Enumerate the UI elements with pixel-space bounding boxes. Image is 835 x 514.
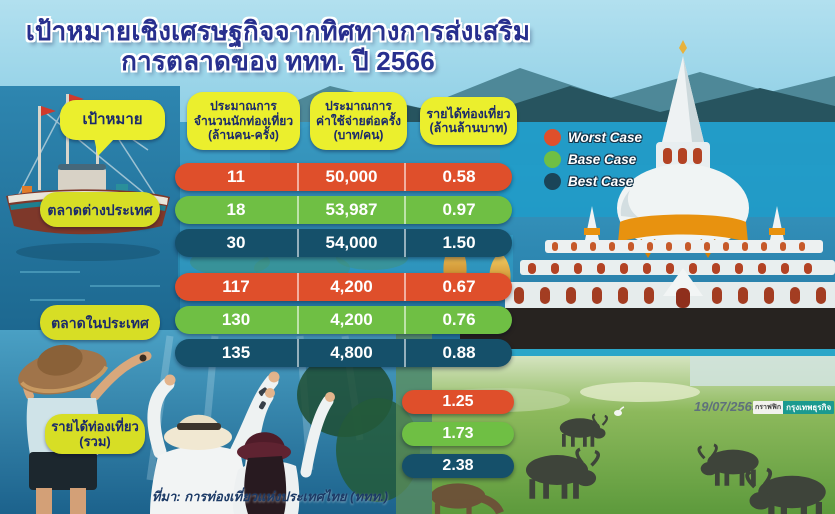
row-domestic-base: 130 4,200 0.76 [175,306,512,334]
cell-revenue: 1.73 [442,425,474,442]
legend-label: Base Case [568,151,637,167]
legend-item-worst: Worst Case [544,128,642,146]
row-international-best: 30 54,000 1.50 [175,229,512,257]
legend-swatch-base [544,150,561,168]
pill-total-base: 1.73 [402,422,514,446]
header-line: (ล้านล้านบาท) [429,121,508,135]
header-line: รายได้ท่องเที่ยว [426,106,511,121]
cell-spending: 4,800 [297,339,404,367]
header-spending-bubble: ประมาณการ ค่าใช้จ่ายต่อครั้ง (บาท/คน) [310,92,407,150]
cell-revenue: 1.50 [404,229,512,257]
cell-spending: 53,987 [297,196,404,224]
legend-swatch-worst [544,128,561,146]
temple-photo [455,40,835,357]
page-title: เป้าหมายเชิงเศรษฐกิจจากทิศทางการส่งเสริม… [0,16,556,76]
cell-revenue: 0.76 [404,306,512,334]
legend-label: Worst Case [568,129,643,145]
header-line: (บาท/คน) [333,128,384,143]
source-note: ที่มา: การท่องเที่ยวแห่งประเทศไทย (ททท.) [151,489,389,504]
header-line: จำนวนนักท่องเที่ยว [193,113,294,128]
publisher-credit: กราฟฟิก กรุงเทพธุรกิจ [753,401,835,414]
cell-revenue: 0.58 [404,163,512,191]
cell-spending: 50,000 [297,163,404,191]
cell-tourists: 117 [222,277,250,296]
row-domestic-best: 135 4,800 0.88 [175,339,512,367]
cell-revenue: 2.38 [442,457,474,474]
publish-date: 19/07/2565 [694,399,760,414]
header-tourist-count-bubble: ประมาณการ จำนวนนักท่องเที่ยว (ล้านคน-ครั… [187,92,300,150]
credit-graphic-label: กราฟฟิก [753,401,784,414]
cell-revenue: 0.67 [404,273,512,301]
pill-total-worst: 1.25 [402,390,514,414]
cell-revenue: 1.25 [442,393,474,410]
credit-brand-label: กรุงเทพธุรกิจ [783,401,835,414]
cell-tourists: 11 [227,167,245,186]
header-target-bubble: เป้าหมาย [60,100,165,156]
cell-tourists: 135 [221,343,251,362]
cell-tourists: 30 [226,233,246,252]
row-international-worst: 11 50,000 0.58 [175,163,512,191]
cell-revenue: 0.88 [404,339,512,367]
header-line: ประมาณการ [325,99,392,114]
header-line: ค่าใช้จ่ายต่อครั้ง [316,113,401,128]
legend-swatch-best [544,172,561,190]
row-domestic-worst: 117 4,200 0.67 [175,273,512,301]
header-line: ประมาณการ [210,99,277,114]
row-international-base: 18 53,987 0.97 [175,196,512,224]
cell-spending: 4,200 [297,306,404,334]
legend-item-best: Best Case [544,172,642,190]
group-label-international: ตลาดต่างประเทศ [40,192,160,227]
legend: Worst Case Base Case Best Case [544,128,642,194]
group-label-text: รายได้ท่องเที่ยว [51,419,139,434]
group-label-total-revenue: รายได้ท่องเที่ยว (รวม) [45,414,145,454]
header-revenue-bubble: รายได้ท่องเที่ยว (ล้านล้านบาท) [420,97,517,145]
header-line: (ล้านคน-ครั้ง) [208,128,279,143]
cell-tourists: 18 [226,200,246,219]
title-line-2: การตลาดของ ททท. ปี 2566 [121,46,435,76]
title-line-1: เป้าหมายเชิงเศรษฐกิจจากทิศทางการส่งเสริม [25,16,531,46]
legend-label: Best Case [568,173,634,189]
cell-tourists: 130 [221,310,251,329]
group-label-text: ตลาดในประเทศ [51,314,149,331]
pill-total-best: 2.38 [402,454,514,478]
group-label-domestic: ตลาดในประเทศ [40,305,160,340]
legend-item-base: Base Case [544,150,642,168]
cell-spending: 54,000 [297,229,404,257]
group-label-text: ตลาดต่างประเทศ [47,201,153,218]
cell-spending: 4,200 [297,273,404,301]
header-target-label: เป้าหมาย [82,110,143,128]
cell-revenue: 0.97 [404,196,512,224]
group-label-text: (รวม) [79,434,111,449]
